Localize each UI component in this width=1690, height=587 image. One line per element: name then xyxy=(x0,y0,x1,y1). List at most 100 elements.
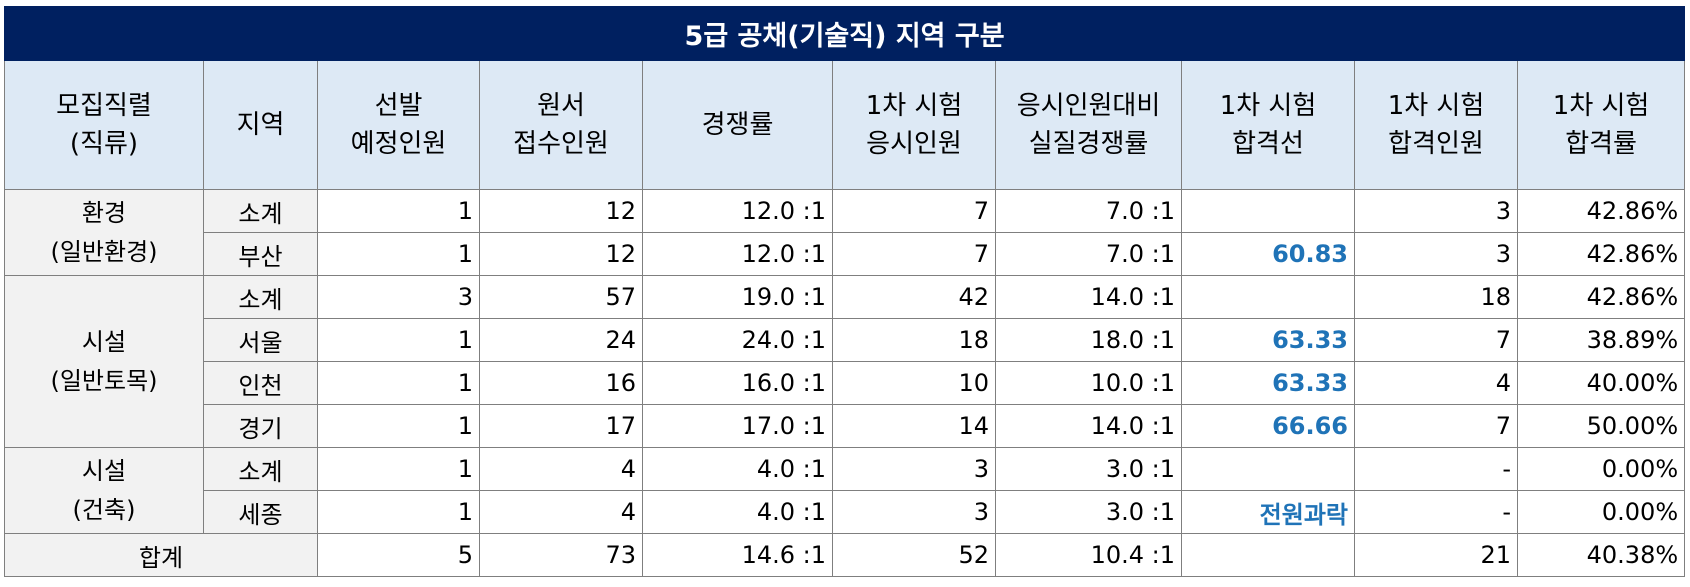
planned-cell: 1 xyxy=(317,318,480,362)
pass-rate-cell: 42.86% xyxy=(1516,275,1686,319)
table-row: 서울 1 24 24.0 :1 18 18.0 :1 63.33 7 38.89… xyxy=(5,318,1686,362)
passed-cell: 21 xyxy=(1354,533,1518,577)
table-row: 세종 1 4 4.0 :1 3 3.0 :1 전원과락 - 0.00% xyxy=(5,490,1686,534)
applied-cell: 4 xyxy=(479,490,643,534)
cutoff-cell: 전원과락 xyxy=(1181,490,1355,534)
cutoff-cell: 63.33 xyxy=(1181,318,1355,362)
group-subname: (일반환경) xyxy=(50,237,158,266)
column-header-line: 실질경쟁률 xyxy=(1028,129,1149,159)
pass-rate-cell: 0.00% xyxy=(1516,447,1686,491)
column-header: 1차 시험 응시인원 xyxy=(832,60,996,190)
column-header: 모집직렬 (직류) xyxy=(4,60,204,190)
group-subname: (일반토목) xyxy=(50,366,158,395)
pass-rate-cell: 42.86% xyxy=(1516,189,1686,233)
examinees-cell: 52 xyxy=(832,533,996,577)
region-cell: 경기 xyxy=(203,404,318,448)
table-row: 시설 (일반토목) 소계 3 57 19.0 :1 42 14.0 :1 18 … xyxy=(4,275,1686,448)
column-header-line: (직류) xyxy=(69,129,139,159)
column-header-line: 선발 xyxy=(374,90,423,121)
examinees-cell: 3 xyxy=(832,447,996,491)
region-cell: 인천 xyxy=(203,361,318,405)
real-ratio-cell: 10.4 :1 xyxy=(995,533,1182,577)
examinees-cell: 7 xyxy=(832,232,996,276)
ratio-cell: 19.0 :1 xyxy=(642,275,833,319)
column-header-line: 1차 시험 xyxy=(1387,90,1485,121)
column-header-line: 1차 시험 xyxy=(865,90,963,121)
applied-cell: 4 xyxy=(479,447,643,491)
group-label: 환경 (일반환경) xyxy=(4,189,204,276)
column-header-line: 모집직렬 xyxy=(56,90,152,121)
column-header-line: 1차 시험 xyxy=(1552,90,1650,121)
applied-cell: 57 xyxy=(479,275,643,319)
total-row: 합계 5 73 14.6 :1 52 10.4 :1 21 40.38% xyxy=(4,533,1686,577)
ratio-cell: 4.0 :1 xyxy=(642,447,833,491)
examinees-cell: 18 xyxy=(832,318,996,362)
real-ratio-cell: 7.0 :1 xyxy=(995,189,1182,233)
cutoff-cell: 60.83 xyxy=(1181,232,1355,276)
real-ratio-cell: 3.0 :1 xyxy=(995,490,1182,534)
group-name: 환경 xyxy=(81,199,127,228)
ratio-cell: 12.0 :1 xyxy=(642,232,833,276)
column-header: 지역 xyxy=(203,60,318,190)
ratio-cell: 24.0 :1 xyxy=(642,318,833,362)
passed-cell: 7 xyxy=(1354,404,1518,448)
pass-rate-cell: 40.38% xyxy=(1516,533,1686,577)
applied-cell: 12 xyxy=(479,232,643,276)
planned-cell: 1 xyxy=(317,404,480,448)
ratio-cell: 12.0 :1 xyxy=(642,189,833,233)
planned-cell: 1 xyxy=(317,490,480,534)
table-title: 5급 공채(기술직) 지역 구분 xyxy=(3,6,1686,61)
total-label: 합계 xyxy=(4,533,318,577)
region-cell: 부산 xyxy=(203,232,318,276)
column-header: 1차 시험 합격인원 xyxy=(1354,60,1518,190)
table-body: 환경 (일반환경) 소계 1 12 12.0 :1 7 7.0 :1 3 42.… xyxy=(4,189,1686,577)
real-ratio-cell: 3.0 :1 xyxy=(995,447,1182,491)
region-cell: 세종 xyxy=(203,490,318,534)
real-ratio-cell: 10.0 :1 xyxy=(995,361,1182,405)
planned-cell: 1 xyxy=(317,361,480,405)
cutoff-cell xyxy=(1181,189,1355,233)
column-header-line: 1차 시험 xyxy=(1219,90,1317,121)
ratio-cell: 17.0 :1 xyxy=(642,404,833,448)
region-cell: 소계 xyxy=(203,189,318,233)
pass-rate-cell: 50.00% xyxy=(1516,404,1686,448)
group-name: 시설 xyxy=(81,457,127,486)
region-cell: 서울 xyxy=(203,318,318,362)
cutoff-cell: 63.33 xyxy=(1181,361,1355,405)
passed-cell: - xyxy=(1354,447,1518,491)
column-header: 선발 예정인원 xyxy=(317,60,480,190)
pass-rate-cell: 0.00% xyxy=(1516,490,1686,534)
region-cell: 소계 xyxy=(203,447,318,491)
real-ratio-cell: 14.0 :1 xyxy=(995,404,1182,448)
examinees-cell: 7 xyxy=(832,189,996,233)
passed-cell: 4 xyxy=(1354,361,1518,405)
column-header-line: 지역 xyxy=(236,109,285,140)
planned-cell: 1 xyxy=(317,189,480,233)
column-header: 경쟁률 xyxy=(642,60,833,190)
applied-cell: 16 xyxy=(479,361,643,405)
examinees-cell: 14 xyxy=(832,404,996,448)
region-table: 5급 공채(기술직) 지역 구분 모집직렬 (직류) 지역 선발 예정인원 원서 접수인원 경… xyxy=(3,6,1686,577)
cutoff-cell xyxy=(1181,533,1355,577)
column-header-line: 접수인원 xyxy=(513,129,609,159)
pass-rate-cell: 42.86% xyxy=(1516,232,1686,276)
pass-rate-cell: 40.00% xyxy=(1516,361,1686,405)
real-ratio-cell: 18.0 :1 xyxy=(995,318,1182,362)
real-ratio-cell: 14.0 :1 xyxy=(995,275,1182,319)
column-header-line: 경쟁률 xyxy=(701,109,774,140)
column-header: 1차 시험 합격선 xyxy=(1181,60,1355,190)
examinees-cell: 10 xyxy=(832,361,996,405)
examinees-cell: 3 xyxy=(832,490,996,534)
group-name: 시설 xyxy=(81,328,127,357)
column-header-line: 응시인원대비 xyxy=(1016,90,1161,121)
planned-cell: 1 xyxy=(317,447,480,491)
applied-cell: 24 xyxy=(479,318,643,362)
ratio-cell: 14.6 :1 xyxy=(642,533,833,577)
planned-cell: 1 xyxy=(317,232,480,276)
column-header-line: 합격률 xyxy=(1565,129,1637,159)
region-table-container: 5급 공채(기술직) 지역 구분 모집직렬 (직류) 지역 선발 예정인원 원서 접수인원 경… xyxy=(3,6,1686,577)
planned-cell: 3 xyxy=(317,275,480,319)
passed-cell: 3 xyxy=(1354,232,1518,276)
group-subname: (건축) xyxy=(72,495,136,524)
